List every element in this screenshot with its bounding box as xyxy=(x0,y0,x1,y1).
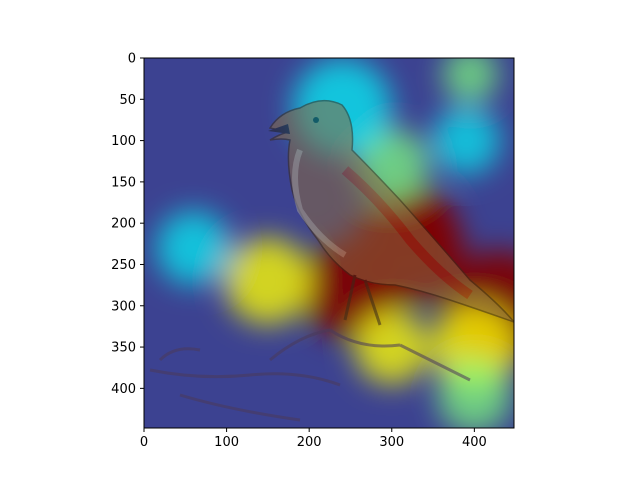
heat-spot-4 xyxy=(224,237,312,325)
heat-spot-12 xyxy=(432,106,501,175)
y-axis: 0 50 100 150 200 250 300 350 400 xyxy=(111,52,144,397)
y-tick-label: 100 xyxy=(111,134,136,149)
heat-spot-7 xyxy=(442,58,499,103)
heat-spot-10 xyxy=(437,359,512,428)
x-tick-label: 400 xyxy=(462,435,487,450)
bird-on-branch-photo xyxy=(149,99,514,422)
x-axis: 0 100 200 300 400 xyxy=(140,428,487,450)
y-tick-label: 400 xyxy=(111,382,136,397)
y-tick-label: 150 xyxy=(111,175,136,190)
y-tick-label: 350 xyxy=(111,341,136,356)
y-tick-label: 200 xyxy=(111,217,136,232)
y-tick-label: 0 xyxy=(128,52,136,67)
x-tick-label: 300 xyxy=(379,435,404,450)
plot-frame xyxy=(143,57,515,429)
heatmap-image xyxy=(144,58,514,428)
y-tick-label: 50 xyxy=(119,93,136,108)
x-tick-label: 100 xyxy=(214,435,239,450)
heat-spot-11 xyxy=(156,210,231,286)
y-tick-label: 300 xyxy=(111,299,136,314)
x-tick-label: 200 xyxy=(297,435,322,450)
x-tick-label: 0 xyxy=(140,435,148,450)
y-tick-label: 250 xyxy=(111,258,136,273)
